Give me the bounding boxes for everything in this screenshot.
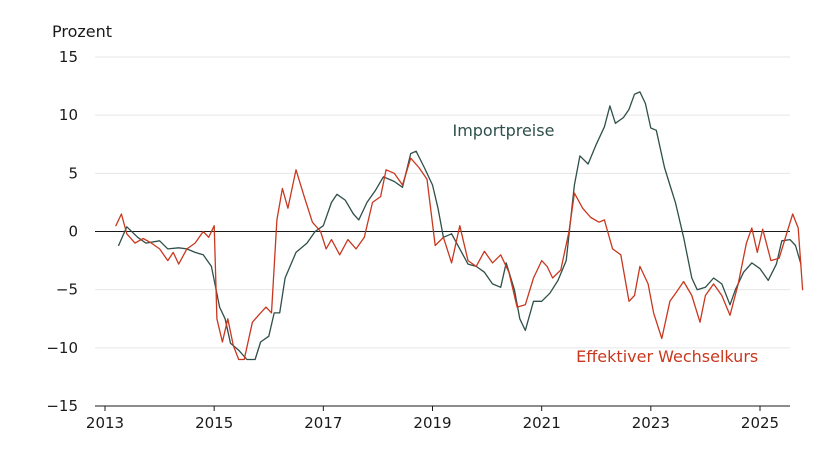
- x-tick-label: 2023: [632, 414, 670, 432]
- y-tick-label: 5: [68, 164, 78, 182]
- x-tick-label: 2017: [304, 414, 342, 432]
- y-tick-label: 15: [59, 48, 78, 66]
- x-tick-label: 2025: [741, 414, 779, 432]
- y-tick-label: −15: [46, 397, 78, 415]
- series-labels: Importpreise Effektiver Wechselkurs: [452, 121, 758, 366]
- series-line-importpreise: [117, 91, 802, 361]
- x-tick-labels: 2013 2015 2017 2019 2021 2023 2025: [86, 406, 779, 432]
- y-tick-label: 0: [68, 223, 78, 241]
- y-tick-label: −5: [56, 281, 78, 299]
- series-label-importpreise: Importpreise: [452, 121, 554, 140]
- series-line-wechselkurs: [115, 157, 804, 361]
- y-tick-label: 10: [59, 106, 78, 124]
- y-tick-label: −10: [46, 339, 78, 357]
- y-axis-label: Prozent: [52, 22, 112, 41]
- series-label-wechselkurs: Effektiver Wechselkurs: [576, 347, 758, 366]
- series-layer: [115, 91, 804, 361]
- y-tick-labels: −15 −10 −5 0 5 10 15: [46, 48, 78, 415]
- x-tick-label: 2013: [86, 414, 124, 432]
- x-tick-label: 2015: [195, 414, 233, 432]
- x-tick-label: 2019: [413, 414, 451, 432]
- x-tick-label: 2021: [523, 414, 561, 432]
